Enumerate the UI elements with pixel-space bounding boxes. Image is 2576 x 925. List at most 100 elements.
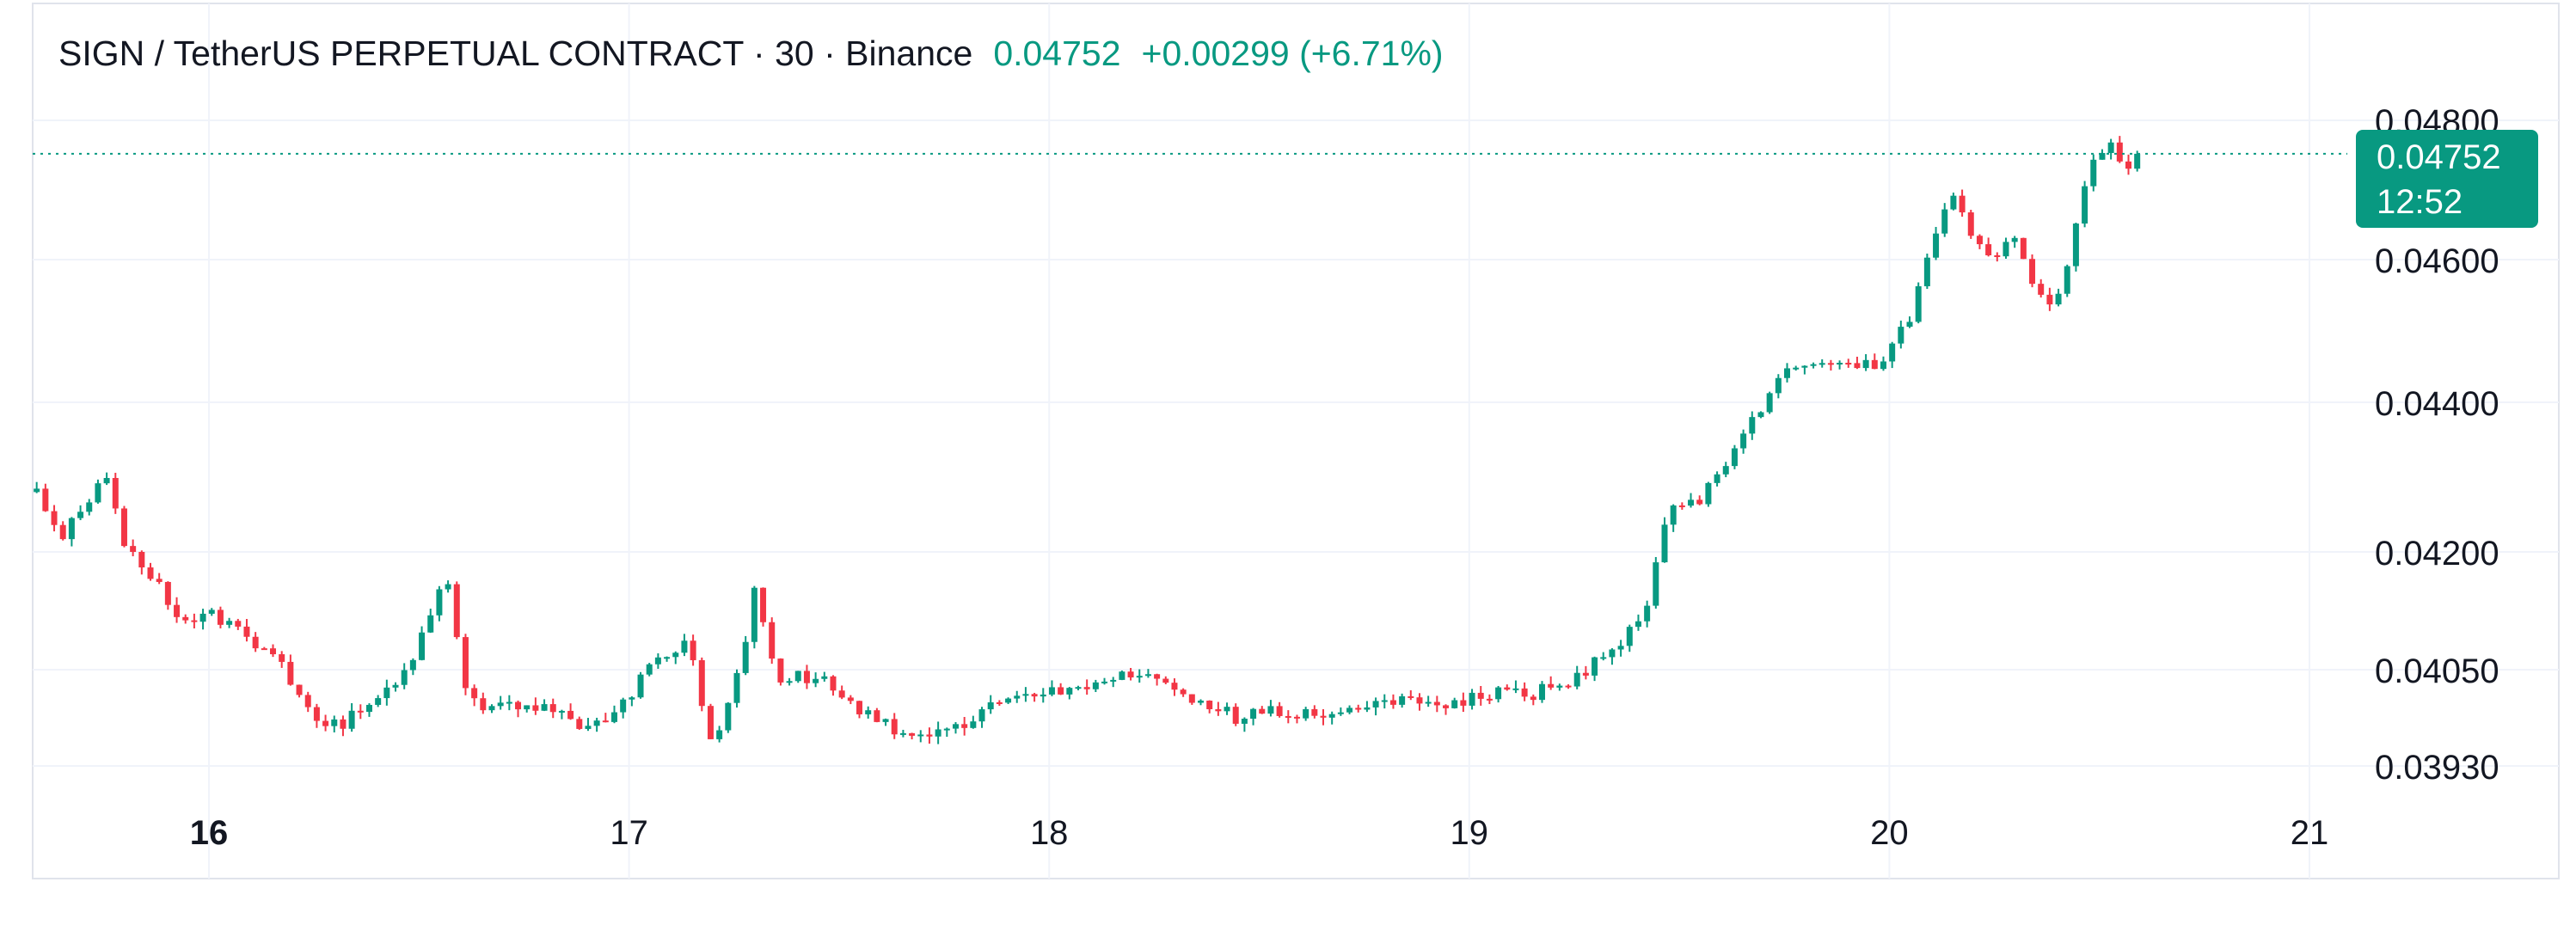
- candle-body: [1688, 499, 1695, 506]
- candle-body: [383, 687, 390, 699]
- candle-body: [1381, 700, 1388, 702]
- candle-body: [1285, 715, 1291, 718]
- candle-body: [304, 695, 311, 708]
- candle-body: [1092, 682, 1099, 689]
- candle-body: [2125, 161, 2131, 169]
- y-tick-label: 0.03930: [2375, 749, 2499, 787]
- symbol-title: SIGN / TetherUS PERPETUAL CONTRACT · 30 …: [58, 33, 973, 73]
- candle-body: [1626, 627, 1633, 646]
- candle-body: [392, 684, 399, 688]
- candle-body: [243, 626, 250, 637]
- candle-body: [1923, 257, 1930, 286]
- candle-body: [34, 488, 40, 493]
- candle-body: [1346, 708, 1353, 713]
- candle-body: [1040, 694, 1046, 697]
- candle-body: [1433, 701, 1440, 706]
- candle-body: [375, 698, 382, 705]
- candle-body: [637, 674, 644, 698]
- candle-body: [558, 710, 565, 713]
- x-tick-label: 19: [1451, 814, 1489, 852]
- candle-body: [1915, 285, 1922, 322]
- candle-body: [1425, 701, 1432, 704]
- candle-body: [59, 524, 66, 540]
- badge-countdown: 12:52: [2377, 182, 2463, 221]
- candle-body: [409, 659, 416, 671]
- candle-body: [1898, 327, 1904, 344]
- candle-body: [1399, 695, 1406, 705]
- candle-body: [1819, 363, 1825, 365]
- candle-body: [77, 512, 84, 518]
- candle-body: [1592, 657, 1598, 676]
- candle-body: [1644, 605, 1651, 622]
- candle-body: [95, 483, 101, 503]
- candle-body: [1609, 649, 1616, 658]
- candle-body: [576, 719, 583, 729]
- candle-body: [436, 589, 443, 616]
- candle-body: [488, 706, 495, 711]
- candle-body: [68, 518, 75, 540]
- header-price: 0.04752: [993, 33, 1121, 73]
- candle-body: [1224, 707, 1230, 712]
- candle-body: [1504, 687, 1511, 690]
- candle-body: [1066, 688, 1073, 695]
- candle-body: [287, 661, 294, 685]
- candle-body: [1144, 674, 1151, 677]
- candle-body: [646, 664, 653, 675]
- header-change: +0.00299 (+6.71%): [1141, 33, 1444, 73]
- candle-body: [1162, 678, 1169, 683]
- candle-body: [1075, 687, 1082, 689]
- candle-body: [1477, 692, 1484, 699]
- candle-body: [480, 698, 487, 711]
- candle-body: [1985, 244, 1992, 255]
- candle-body: [1521, 688, 1528, 697]
- candle-body: [1337, 712, 1344, 714]
- candle-body: [1827, 363, 1834, 365]
- candle-body: [760, 587, 767, 622]
- candle-body: [1573, 672, 1580, 687]
- candle-body: [2020, 237, 2027, 260]
- candle-body: [261, 648, 267, 651]
- candle-body: [1241, 719, 1248, 724]
- candle-body: [610, 712, 617, 722]
- candle-body: [654, 657, 661, 665]
- x-tick-label: 18: [1030, 814, 1069, 852]
- candle-body: [51, 511, 58, 525]
- candle-body: [1101, 681, 1108, 683]
- candle-body: [1548, 683, 1555, 688]
- candle-body: [1171, 683, 1178, 690]
- candle-body: [664, 657, 671, 659]
- candle-body: [235, 621, 242, 627]
- candle-body: [629, 697, 635, 700]
- candle-body: [2072, 224, 2079, 266]
- candle-body: [838, 690, 845, 698]
- candle-body: [2107, 142, 2114, 153]
- candle-body: [549, 704, 556, 713]
- candle-body: [1320, 715, 1327, 718]
- candle-body: [1722, 466, 1729, 475]
- candle-body: [1014, 695, 1021, 699]
- candle-body: [593, 720, 600, 726]
- grid: [33, 3, 2559, 879]
- candle-body: [1731, 448, 1738, 467]
- candle-body: [2090, 159, 2097, 187]
- candle-body: [1565, 685, 1572, 688]
- candle-body: [1880, 361, 1886, 370]
- candle-body: [1950, 195, 1957, 210]
- chart-header: SIGN / TetherUS PERPETUAL CONTRACT · 30 …: [58, 28, 1444, 79]
- x-tick-label: 17: [610, 814, 648, 852]
- candle-body: [401, 670, 408, 685]
- candle-body: [1022, 694, 1029, 696]
- candle-body: [1180, 689, 1187, 695]
- candle-body: [445, 584, 451, 590]
- candle-body: [1530, 696, 1536, 701]
- candle-body: [138, 551, 145, 568]
- candle-body: [2064, 266, 2070, 294]
- candle-body: [2011, 237, 2018, 242]
- candle-body: [1443, 705, 1450, 708]
- candle-body: [943, 728, 950, 731]
- candle-body: [103, 478, 110, 484]
- candle-body: [794, 671, 801, 682]
- candle-body: [917, 734, 924, 737]
- candle-body: [567, 710, 574, 720]
